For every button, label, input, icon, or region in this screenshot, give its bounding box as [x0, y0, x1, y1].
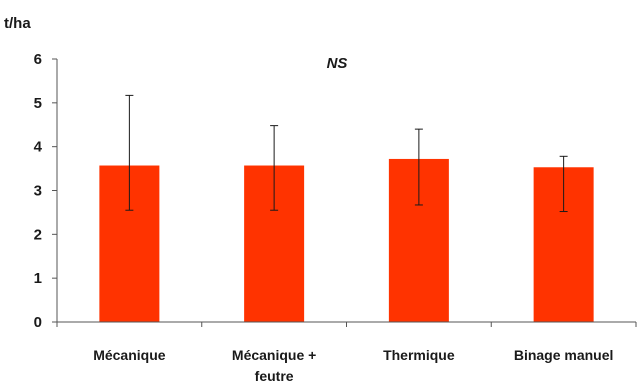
- x-category-label-line: Binage manuel: [514, 347, 614, 363]
- x-category-label-line: Thermique: [383, 347, 455, 363]
- y-axis-unit-label: t/ha: [4, 15, 31, 32]
- x-category-label-line: Mécanique: [93, 347, 166, 363]
- y-tick-label: 0: [34, 314, 42, 331]
- y-axis: 0 1 2 3 4 5 6: [34, 51, 58, 331]
- x-category-label: Mécanique + feutre: [232, 347, 316, 384]
- y-tick-label: 5: [34, 95, 42, 112]
- y-tick-label: 6: [34, 51, 42, 68]
- error-bars-group: [125, 94, 568, 213]
- x-category-label: Thermique: [383, 347, 455, 363]
- x-category-label: Mécanique: [93, 347, 166, 363]
- y-tick-label: 3: [34, 183, 42, 200]
- category-labels: Mécanique Mécanique + feutre Thermique Binag…: [93, 347, 613, 384]
- x-category-label-line: Mécanique +: [232, 347, 316, 363]
- bars-group: [99, 158, 594, 322]
- y-tick-label: 1: [34, 270, 42, 287]
- x-category-label: Binage manuel: [514, 347, 614, 363]
- y-tick-label: 4: [34, 139, 43, 156]
- x-axis: [56, 321, 637, 327]
- x-category-label-line: feutre: [255, 368, 294, 384]
- y-tick-label: 2: [34, 226, 42, 243]
- significance-annotation: NS: [327, 55, 348, 72]
